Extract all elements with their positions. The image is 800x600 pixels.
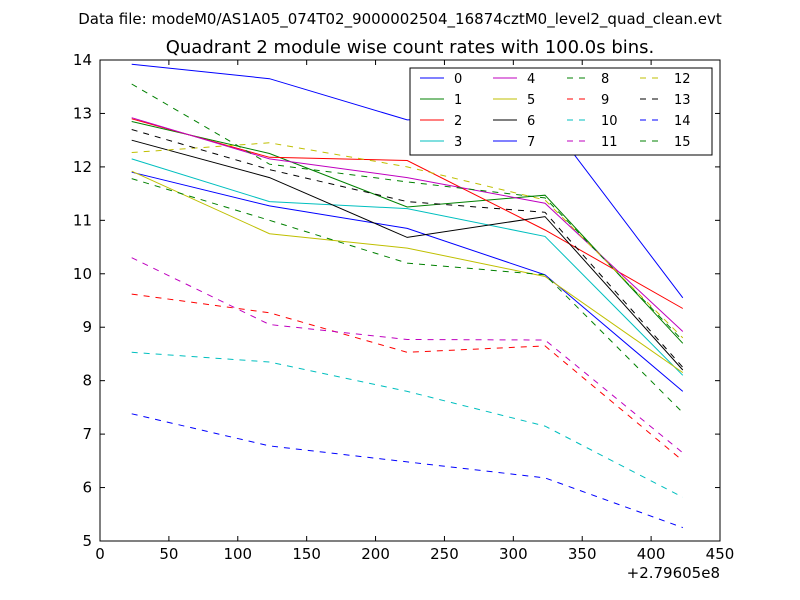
legend-label-4: 4 — [527, 72, 535, 87]
y-tick-label: 13 — [73, 104, 92, 122]
x-axis-offset-label: +2.79605e8 — [627, 564, 720, 582]
series-line-7 — [131, 63, 684, 299]
legend-label-9: 9 — [601, 93, 609, 108]
series-line-11 — [131, 257, 684, 454]
y-tick-label: 9 — [82, 318, 92, 336]
series-line-2 — [131, 118, 684, 309]
y-tick-label: 5 — [82, 532, 92, 550]
x-tick-label: 400 — [637, 545, 666, 563]
y-tick-label: 14 — [73, 51, 92, 69]
y-tick-label: 6 — [82, 479, 92, 497]
legend-label-11: 11 — [601, 135, 618, 150]
series-line-13 — [131, 129, 684, 368]
x-tick-label: 0 — [95, 545, 105, 563]
y-tick-label: 10 — [73, 265, 92, 283]
legend-label-8: 8 — [601, 72, 609, 87]
series-layer — [131, 63, 684, 529]
series-line-12 — [131, 142, 684, 339]
plot-frame — [99, 59, 721, 542]
legend-label-10: 10 — [601, 114, 618, 129]
y-tick-label: 7 — [82, 425, 92, 443]
legend-label-0: 0 — [454, 72, 462, 87]
x-tick-label: 250 — [430, 545, 459, 563]
series-line-0 — [131, 171, 684, 392]
series-line-9 — [131, 293, 684, 462]
x-tick-label: 100 — [223, 545, 252, 563]
x-tick-label: 450 — [706, 545, 735, 563]
x-axis: 0 50 100 150 200 250 300 350 400 450 — [95, 60, 734, 563]
legend-label-14: 14 — [674, 114, 691, 129]
x-tick-label: 50 — [159, 545, 178, 563]
legend-label-3: 3 — [454, 135, 462, 150]
series-line-6 — [131, 139, 684, 371]
chart-title: Quadrant 2 module wise count rates with … — [166, 37, 655, 58]
legend-label-7: 7 — [527, 135, 535, 150]
series-line-14 — [131, 413, 683, 529]
series-line-3 — [131, 158, 684, 376]
legend-label-6: 6 — [527, 114, 535, 129]
legend-label-12: 12 — [674, 72, 691, 87]
chart-suptitle: Data file: modeM0/AS1A05_074T02_90000025… — [78, 10, 722, 29]
x-tick-label: 200 — [361, 545, 390, 563]
series-line-1 — [131, 121, 684, 344]
series-line-15 — [131, 178, 684, 414]
legend-label-13: 13 — [674, 93, 691, 108]
y-tick-label: 12 — [73, 158, 92, 176]
y-tick-label: 11 — [73, 211, 92, 229]
x-tick-label: 300 — [499, 545, 528, 563]
x-tick-label: 350 — [568, 545, 597, 563]
legend-label-15: 15 — [674, 135, 691, 150]
series-line-5 — [131, 170, 684, 374]
legend-label-1: 1 — [454, 93, 462, 108]
series-line-10 — [131, 351, 684, 498]
y-tick-label: 8 — [82, 372, 92, 390]
legend-label-5: 5 — [527, 93, 535, 108]
x-tick-label: 150 — [292, 545, 321, 563]
legend-label-2: 2 — [454, 114, 462, 129]
legend-frame — [409, 67, 713, 156]
